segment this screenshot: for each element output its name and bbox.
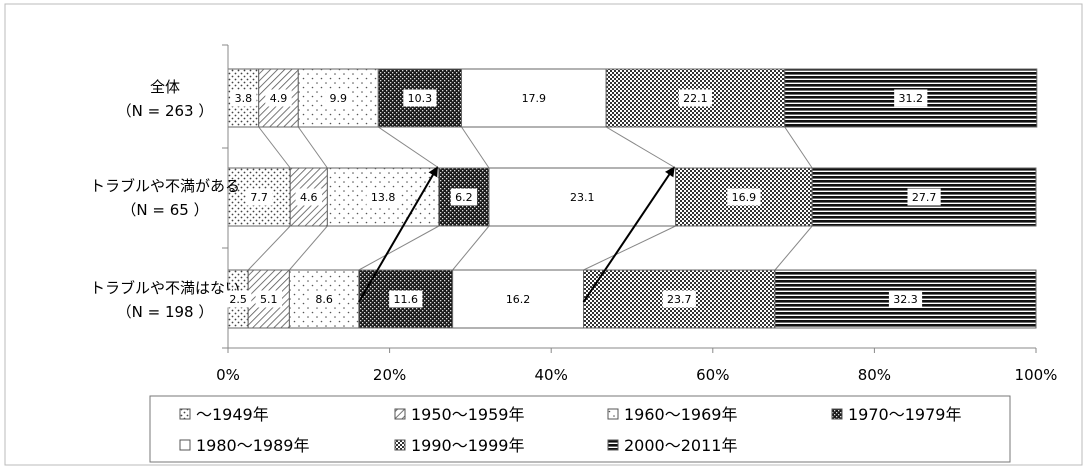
- category-label: 全体: [150, 78, 180, 96]
- data-label: 4.6: [300, 191, 318, 204]
- data-label-box: [366, 188, 400, 206]
- data-label: 2.5: [229, 293, 247, 306]
- data-label-box: [325, 89, 352, 107]
- x-tick-label: 0%: [216, 366, 240, 384]
- data-label-box: [403, 89, 437, 107]
- data-label: 22.1: [683, 92, 708, 105]
- data-label-box: [894, 89, 928, 107]
- bar-segment: [811, 167, 1037, 227]
- data-label: 23.1: [570, 191, 595, 204]
- data-label-box: [224, 290, 252, 308]
- data-label-box: [907, 188, 941, 206]
- series-line: [583, 225, 676, 271]
- legend-swatch: [607, 439, 619, 451]
- legend-label: 1990～1999年: [411, 436, 524, 455]
- trend-arrow: [358, 166, 438, 303]
- data-label: 32.3: [893, 293, 918, 306]
- category-n-label: （N = 65 ）: [121, 201, 208, 219]
- data-label-box: [389, 290, 423, 308]
- x-tick-label: 80%: [858, 366, 891, 384]
- data-label-box: [295, 188, 322, 206]
- series-line: [289, 225, 328, 271]
- data-label: 7.7: [250, 191, 268, 204]
- series-line: [784, 126, 813, 169]
- x-tick-label: 60%: [696, 366, 729, 384]
- legend-swatch: [831, 408, 843, 420]
- series-line: [358, 225, 440, 271]
- data-label: 13.8: [371, 191, 396, 204]
- data-label: 16.9: [732, 191, 757, 204]
- series-line: [297, 126, 328, 169]
- data-label: 5.1: [260, 293, 278, 306]
- legend-swatch: [607, 408, 619, 420]
- data-label-box: [310, 290, 338, 308]
- series-line: [258, 126, 291, 169]
- data-label: 6.2: [455, 191, 473, 204]
- category-label: トラブルや不満がある: [90, 177, 240, 195]
- data-label-box: [565, 188, 599, 206]
- legend-label: 1960～1969年: [624, 405, 737, 424]
- data-label: 8.6: [315, 293, 333, 306]
- series-line: [452, 225, 490, 271]
- data-label: 27.7: [912, 191, 937, 204]
- data-label: 17.9: [522, 92, 547, 105]
- data-label-box: [450, 188, 478, 206]
- series-line: [378, 126, 440, 169]
- legend-label: 2000～2011年: [624, 436, 737, 455]
- data-label: 23.7: [667, 293, 692, 306]
- data-label-box: [265, 89, 292, 107]
- data-label: 16.2: [506, 293, 531, 306]
- series-line: [247, 225, 291, 271]
- category-label: トラブルや不満はない: [90, 279, 240, 297]
- series-line: [461, 126, 490, 169]
- data-label: 3.8: [235, 92, 253, 105]
- legend-label: 1950～1959年: [411, 405, 524, 424]
- legend-swatch: [394, 408, 406, 420]
- data-label: 31.2: [899, 92, 924, 105]
- data-label-box: [662, 290, 696, 308]
- legend-swatch: [179, 408, 191, 420]
- data-label: 10.3: [408, 92, 433, 105]
- legend-swatch: [394, 439, 406, 451]
- x-tick-label: 100%: [1015, 366, 1058, 384]
- category-n-label: （N = 263 ）: [117, 102, 214, 120]
- legend-box: [149, 395, 1011, 463]
- legend-label: 1980～1989年: [196, 436, 309, 455]
- data-label: 4.9: [270, 92, 288, 105]
- legend-swatch: [179, 439, 191, 451]
- data-label-box: [888, 290, 923, 308]
- x-tick-label: 20%: [373, 366, 406, 384]
- legend-label: ～1949年: [196, 405, 269, 424]
- category-n-label: （N = 198 ）: [117, 303, 214, 321]
- data-label-box: [245, 188, 273, 206]
- series-line: [774, 225, 813, 271]
- data-label-box: [501, 290, 535, 308]
- data-label-box: [517, 89, 551, 107]
- trend-arrow: [582, 166, 675, 303]
- data-label-box: [255, 290, 283, 308]
- data-label-box: [678, 89, 713, 107]
- legend-label: 1970～1979年: [848, 405, 961, 424]
- x-tick-label: 40%: [535, 366, 568, 384]
- data-label: 9.9: [330, 92, 348, 105]
- data-label: 11.6: [394, 293, 419, 306]
- data-label-box: [727, 188, 761, 206]
- data-label-box: [230, 89, 257, 107]
- series-line: [605, 126, 676, 169]
